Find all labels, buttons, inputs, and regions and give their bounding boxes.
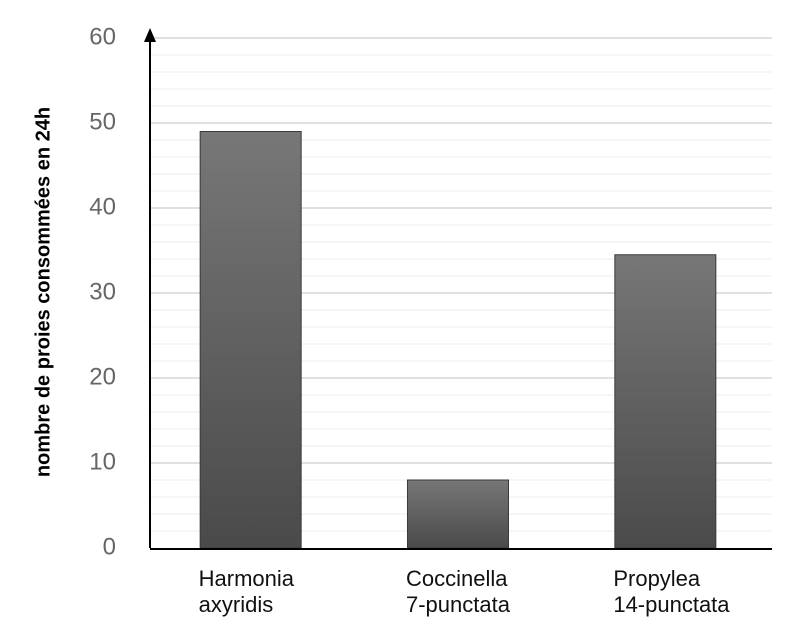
category-label-line: Coccinella [406, 566, 508, 591]
category-label-line: Harmonia [199, 566, 295, 591]
category-label-line: 14-punctata [613, 592, 730, 617]
y-tick-label: 10 [89, 448, 116, 475]
y-axis-arrow [144, 28, 156, 42]
y-tick-labels: 0 10 20 30 40 50 60 [89, 23, 116, 560]
bar [407, 479, 509, 549]
category-label: Propylea 14-punctata [613, 566, 730, 617]
category-label: Coccinella 7-punctata [406, 566, 511, 617]
y-tick-label: 20 [89, 363, 116, 390]
category-label-line: 7-punctata [406, 592, 511, 617]
y-axis-title: nombre de proies consommées en 24h [32, 107, 54, 477]
y-tick-label: 50 [89, 108, 116, 135]
y-tick-label: 60 [89, 23, 116, 50]
bar [614, 254, 717, 549]
category-label-line: axyridis [199, 592, 274, 617]
bars [199, 131, 717, 549]
category-label-line: Propylea [613, 566, 701, 591]
category-labels: Harmonia axyridis Coccinella 7-punctata Prop… [199, 566, 731, 617]
category-label: Harmonia axyridis [199, 566, 295, 617]
y-tick-label: 30 [89, 278, 116, 305]
y-tick-label: 40 [89, 193, 116, 220]
y-tick-label: 0 [103, 533, 116, 560]
axes [144, 28, 772, 550]
bar [199, 131, 302, 549]
